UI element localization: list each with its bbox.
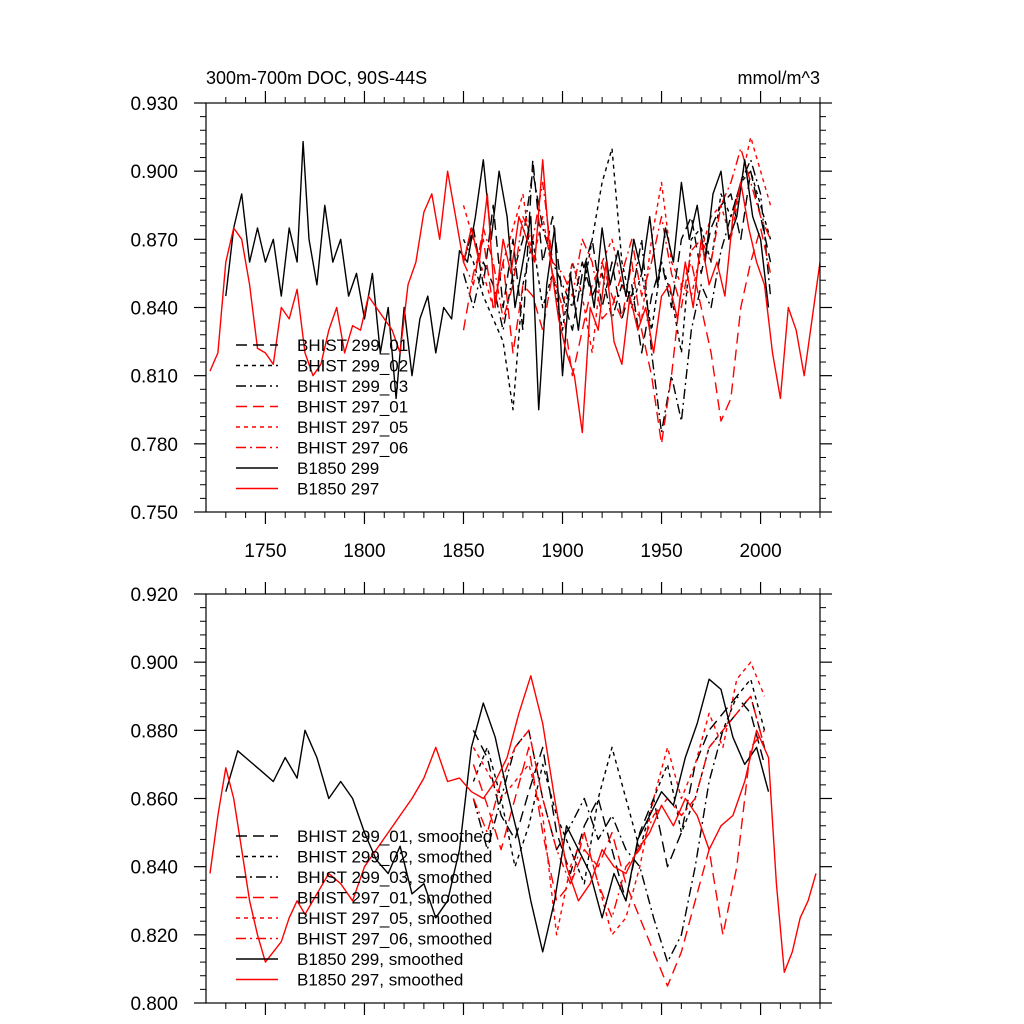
x-tick-label: 1950 (640, 541, 682, 562)
series-line-4 (472, 729, 766, 987)
y-tick-label: 0.930 (130, 94, 178, 115)
series-line-4 (462, 227, 772, 445)
series-line-3 (462, 159, 772, 434)
chart-title: 300m-700m DOC, 90S-44S (206, 68, 427, 88)
y-tick-label: 0.860 (130, 790, 178, 811)
legend-label: B1850 297, smoothed (297, 971, 463, 990)
legend-label: BHIST 299_03, smoothed (297, 868, 492, 887)
legend-label: BHIST 297_01 (297, 398, 408, 417)
legend-label: BHIST 299_03 (297, 377, 408, 396)
y-tick-label: 0.800 (130, 994, 178, 1015)
series-line-5 (462, 136, 772, 354)
x-tick-label: 2000 (739, 541, 781, 562)
legend-label: BHIST 297_01, smoothed (297, 889, 492, 908)
series-line-8 (209, 675, 817, 973)
y-tick-label: 0.780 (130, 435, 178, 456)
series-line-5 (472, 661, 766, 936)
x-tick-label: 1750 (244, 541, 286, 562)
series-line-1 (472, 695, 766, 902)
legend-label: B1850 299, smoothed (297, 950, 463, 969)
legend-label: BHIST 299_01, smoothed (297, 827, 492, 846)
series-line-2 (462, 147, 772, 411)
series-line-8 (209, 159, 820, 434)
legend-label: BHIST 297_06 (297, 439, 408, 458)
bottom-panel: 0.800 0.820 0.840 0.860 0.880 0.900 0.920 BHIST… (130, 582, 832, 1015)
series-line-2 (472, 678, 766, 885)
legend-label: BHIST 299_02, smoothed (297, 848, 492, 867)
y-tick-label: 0.900 (130, 653, 178, 674)
y-tick-label: 0.880 (130, 721, 178, 742)
x-tick-label: 1800 (343, 541, 385, 562)
legend-label: B1850 299 (297, 459, 379, 478)
series-line-7 (225, 140, 770, 411)
legend-label: BHIST 297_05 (297, 418, 408, 437)
y-tick-label: 0.840 (130, 299, 178, 320)
series-group (209, 136, 820, 445)
series-line-3 (472, 695, 766, 963)
y-tick-label: 0.750 (130, 503, 178, 524)
legend-label: BHIST 299_01 (297, 336, 408, 355)
legend-label: B1850 297 (297, 480, 379, 499)
y-tick-label: 0.920 (130, 585, 178, 606)
y-tick-label: 0.810 (130, 367, 178, 388)
top-panel: 0.750 0.780 0.810 0.840 0.870 0.900 0.930 1750 1… (130, 68, 832, 562)
legend-label: BHIST 297_05, smoothed (297, 909, 492, 928)
series-group (209, 661, 817, 987)
series-line-6 (462, 147, 772, 320)
units-label: mmol/m^3 (738, 68, 820, 88)
legend-label: BHIST 297_06, smoothed (297, 930, 492, 949)
legend-label: BHIST 299_02 (297, 357, 408, 376)
y-tick-label: 0.870 (130, 230, 178, 251)
y-tick-label: 0.840 (130, 858, 178, 879)
y-tick-label: 0.820 (130, 926, 178, 947)
x-tick-label: 1900 (541, 541, 583, 562)
y-tick-label: 0.900 (130, 162, 178, 183)
x-tick-label: 1850 (442, 541, 484, 562)
legend: BHIST 299_01, smoothed BHIST 299_02, smoo… (236, 827, 492, 990)
series-line-7 (225, 678, 770, 953)
